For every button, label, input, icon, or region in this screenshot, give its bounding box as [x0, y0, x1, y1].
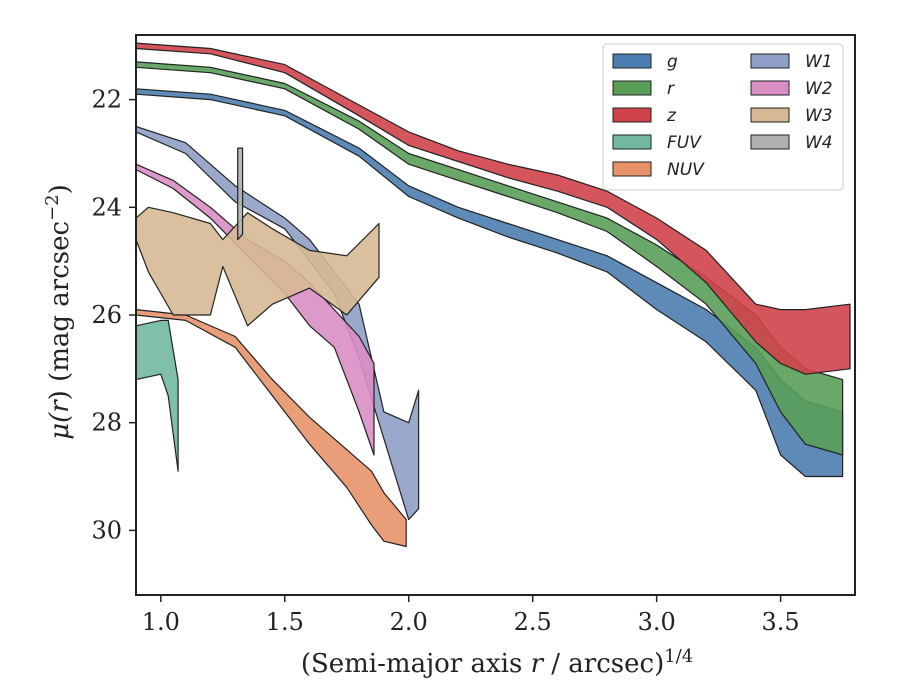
- series-band-g: [135, 88, 844, 478]
- y-tick-label: 26: [91, 301, 122, 329]
- legend-swatch-w4: [750, 134, 790, 150]
- x-axis-label: (Semi-major axis r / arcsec)1/4: [301, 646, 693, 679]
- series-band-w1: [135, 125, 420, 521]
- legend-swatch-w2: [750, 80, 790, 96]
- legend-swatch-nuv: [612, 161, 652, 177]
- y-tick-label: 30: [91, 516, 122, 544]
- series-band-w3: [135, 206, 380, 327]
- series-band-fuv: [135, 319, 179, 472]
- x-tick-label: 1.0: [142, 608, 180, 636]
- y-axis-ticks: 22 24 26 28 30: [91, 86, 136, 544]
- x-tick-label: 2.5: [514, 608, 552, 636]
- series-band-z: [135, 42, 851, 375]
- legend-label-nuv: NUV: [667, 160, 705, 180]
- series-band-nuv: [135, 309, 407, 548]
- legend-label-r: r: [667, 79, 675, 99]
- y-tick-label: 28: [91, 409, 122, 437]
- legend-swatch-g: [612, 53, 652, 69]
- x-tick-label: 1.5: [266, 608, 304, 636]
- legend-label-w4: W4: [805, 133, 833, 153]
- x-axis-ticks: 1.0 1.5 2.0 2.5 3.0 3.5: [142, 595, 800, 636]
- series-band-r: [135, 61, 844, 456]
- legend-swatch-r: [612, 80, 652, 96]
- x-tick-label: 3.5: [762, 608, 800, 636]
- legend-swatch-w1: [750, 53, 790, 69]
- x-tick-label: 3.0: [638, 608, 676, 636]
- legend-swatch-fuv: [612, 134, 652, 150]
- legend-label-g: g: [667, 52, 678, 72]
- series-areas: [135, 42, 851, 548]
- y-tick-label: 24: [91, 193, 122, 221]
- legend-label-fuv: FUV: [667, 133, 702, 153]
- legend-label-z: z: [666, 106, 677, 126]
- legend-swatch-w3: [750, 107, 790, 123]
- legend: grz FUV NUV W1 W2 W3 W4: [602, 43, 844, 191]
- legend-label-w3: W3: [805, 106, 833, 126]
- x-tick-label: 2.0: [390, 608, 428, 636]
- legend-label-w2: W2: [805, 79, 833, 99]
- legend-swatch-z: [612, 107, 652, 123]
- series-band-w4: [237, 147, 244, 241]
- y-tick-label: 22: [91, 86, 122, 114]
- legend-label-w1: W1: [805, 52, 833, 72]
- y-axis-label: μ(r) (mag arcsec−2): [42, 184, 75, 440]
